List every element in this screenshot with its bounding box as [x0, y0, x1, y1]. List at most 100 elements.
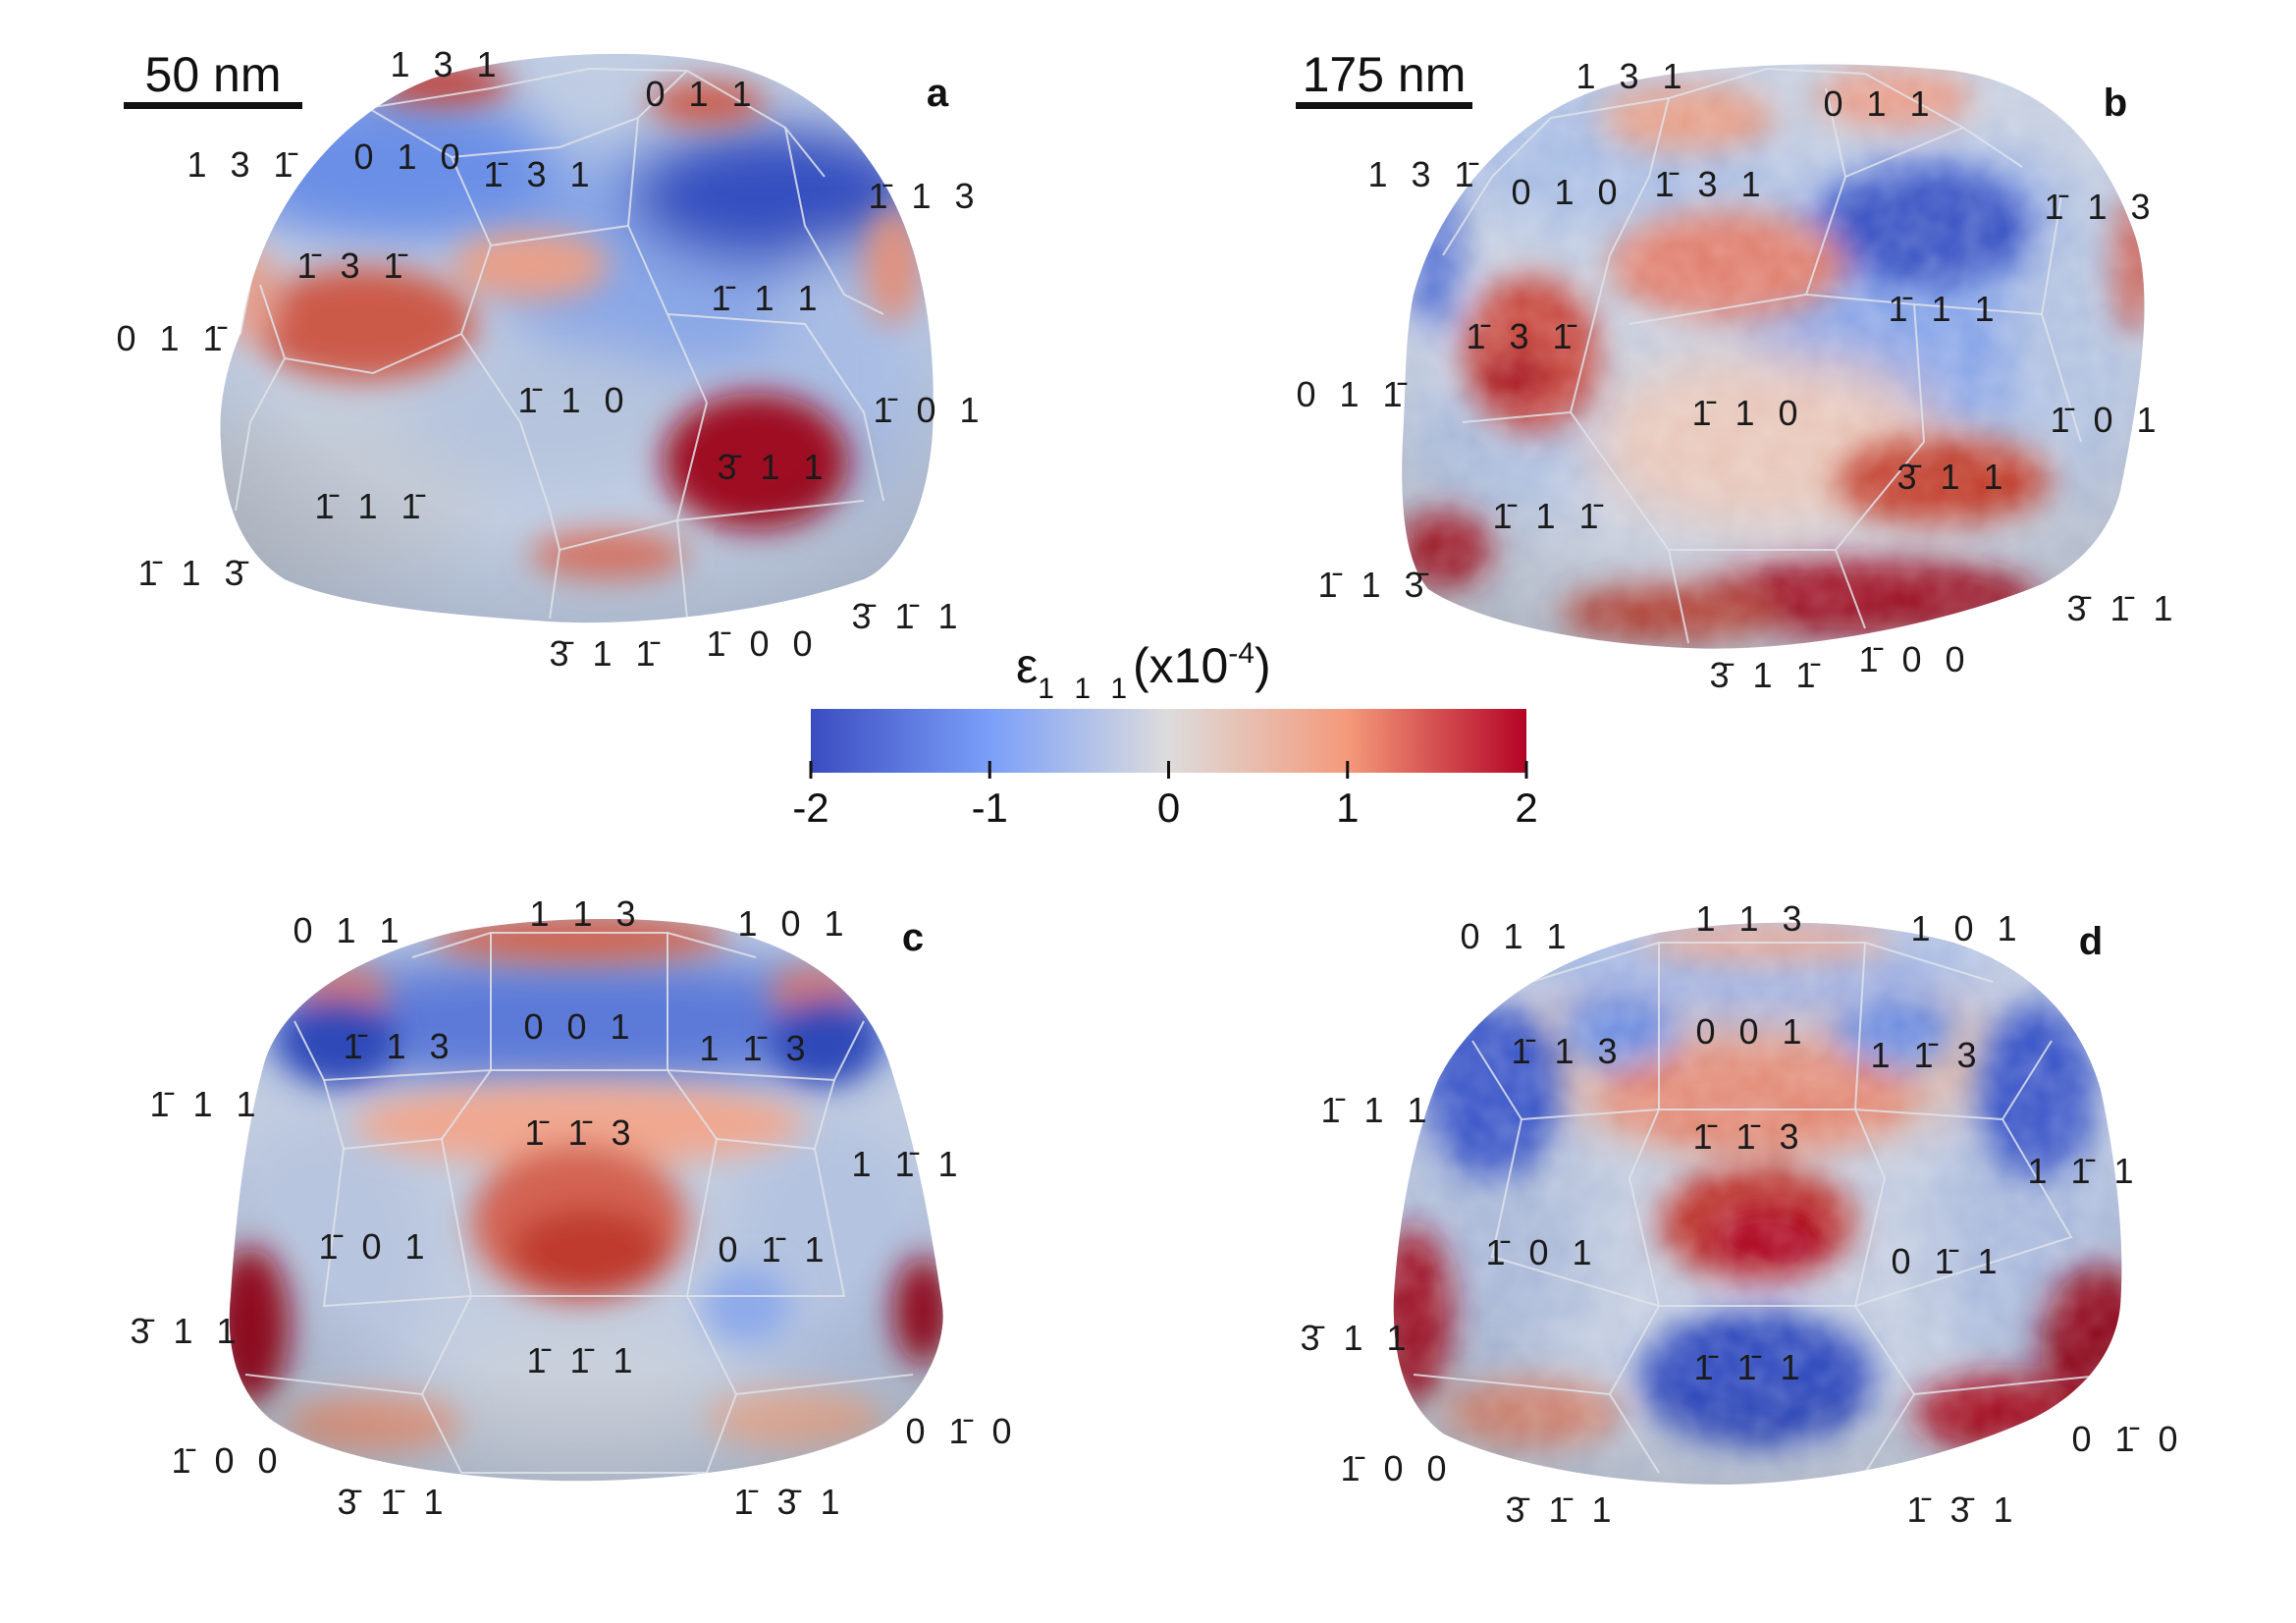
panel-d-letter: d	[2079, 920, 2103, 963]
facet-label: 1̄ 1 0	[1691, 393, 1804, 433]
facet-label: 1̄ 3 1̄	[1466, 316, 1578, 356]
facet-label: 1̄ 0 1	[873, 390, 986, 430]
facet-label: 0 0 1	[523, 1006, 636, 1047]
facet-label: 0 1 0	[1511, 172, 1624, 212]
panel-b: 175 nm b 1 3 1 0 1 1 1 3 1̄ 0 1 0 1̄ 3 1…	[1296, 47, 2179, 695]
facet-label: 1̄ 1 3	[1511, 1031, 1624, 1071]
facet-label: 3̄ 1 1	[1896, 457, 2009, 497]
facet-label: 1̄ 1 3̄	[137, 553, 250, 593]
facet-label: 3̄ 1 1	[717, 447, 829, 487]
panel-c-letter: c	[902, 916, 924, 959]
colorbar-unit-exponent: -4	[1228, 637, 1255, 670]
facet-label: 1̄ 0 0	[1858, 639, 1971, 679]
facet-label: 1̄ 0 1	[318, 1226, 431, 1267]
colorbar: ε1 1 1(x10-4) -2 -1 0 1 2	[792, 637, 1537, 831]
panel-d: d 0 1 1 1 1 3 1 0 1 1̄ 1 3 0 0 1 1 1̄ 3 …	[1300, 898, 2184, 1530]
colorbar-tick-label: 0	[1157, 784, 1180, 831]
facet-label: 1̄ 0 0	[1340, 1448, 1453, 1488]
facet-label: 3̄ 1̄ 1	[851, 596, 964, 636]
colorbar-unit-suffix: )	[1255, 638, 1271, 693]
colorbar-title: ε1 1 1(x10-4)	[1016, 637, 1271, 705]
colorbar-ticks: -2 -1 0 1 2	[792, 761, 1538, 831]
facet-label: 1̄ 0 1	[2050, 400, 2163, 440]
facet-label: 1̄ 3 1̄	[296, 245, 409, 286]
facet-label: 0 1 0	[353, 136, 466, 177]
panel-d-labels: 0 1 1 1 1 3 1 0 1 1̄ 1 3 0 0 1 1 1̄ 3 1̄…	[1300, 898, 2184, 1530]
panel-a-surface	[220, 53, 934, 623]
facet-label: 1̄ 1 3	[2044, 187, 2157, 227]
facet-label: 1̄ 1̄ 3	[524, 1112, 637, 1153]
facet-label: 0 1̄ 0	[2071, 1419, 2184, 1459]
facet-label: 0 1̄ 1	[718, 1229, 830, 1270]
facet-label: 0 1 1	[1460, 916, 1573, 956]
facet-label: 1 1̄ 3	[699, 1028, 812, 1068]
facet-label: 3̄ 1 1	[130, 1311, 242, 1351]
colorbar-symbol: ε	[1016, 638, 1038, 693]
facet-label: 1̄ 1̄ 1	[526, 1340, 639, 1380]
facet-label: 1̄ 0 0	[706, 623, 819, 664]
panel-c-facet-edges	[244, 932, 914, 1474]
panel-c: c 0 1 1 1 1 3 1 0 1 1̄ 1 3 0 0 1 1 1̄ 3 …	[130, 893, 1018, 1522]
facet-label: 3̄ 1̄ 1	[337, 1482, 450, 1522]
panel-a-scale-label: 50 nm	[145, 47, 282, 102]
colorbar-unit-prefix: (x10	[1133, 638, 1228, 693]
panel-a: 50 nm a 1 3 1 0 1 1 1 3 1̄ 0 1 0 1̄ 3 1 …	[116, 44, 986, 674]
facet-label: 1 3 1̄	[187, 144, 299, 185]
panel-a-scale-bar: 50 nm	[124, 47, 302, 109]
facet-label: 1̄ 1 1	[1888, 289, 2001, 329]
facet-label: 1̄ 1 3	[343, 1026, 455, 1066]
facet-label: 0 1 1	[645, 74, 758, 114]
facet-label: 0 1̄ 1	[1891, 1241, 2003, 1281]
facet-label: 1 1̄ 3	[1870, 1035, 1983, 1075]
colorbar-tick-label: 1	[1336, 784, 1359, 831]
panel-d-surface	[1393, 922, 2122, 1485]
facet-label: 1̄ 3 1	[483, 154, 596, 194]
panel-c-labels: 0 1 1 1 1 3 1 0 1 1̄ 1 3 0 0 1 1 1̄ 3 1̄…	[130, 893, 1018, 1522]
facet-label: 1 3 1	[390, 44, 503, 84]
colorbar-tick-label: -1	[972, 784, 1008, 831]
colorbar-tick-label: -2	[792, 784, 828, 831]
facet-label: 1̄ 3 1	[1654, 164, 1767, 204]
facet-label: 1 0 1	[1910, 908, 2023, 948]
panel-b-scale-label: 175 nm	[1303, 47, 1467, 102]
facet-label: 1̄ 1 1	[149, 1084, 262, 1124]
facet-label: 1̄ 1̄ 3	[1692, 1116, 1805, 1157]
facet-label: 1̄ 1 1̄	[314, 486, 427, 526]
facet-label: 1̄ 1 1	[1320, 1090, 1433, 1130]
facet-label: 1̄ 1 0	[517, 380, 630, 420]
facet-label: 1̄ 0 1	[1485, 1232, 1598, 1272]
facet-label: 1̄ 1 3	[868, 176, 981, 216]
colorbar-subscript: 1 1 1	[1038, 673, 1133, 705]
facet-label: 1 1̄ 1	[851, 1144, 964, 1184]
facet-label: 3̄ 1 1	[1300, 1318, 1413, 1358]
panel-a-labels: 1 3 1 0 1 1 1 3 1̄ 0 1 0 1̄ 3 1 1̄ 1 3 1…	[116, 44, 986, 674]
panel-a-letter: a	[927, 72, 949, 115]
facet-label: 3̄ 1 1̄	[549, 633, 662, 674]
facet-label: 1 0 1	[737, 903, 850, 944]
facet-label: 3̄ 1 1̄	[1709, 655, 1822, 695]
facet-label: 0 1̄ 0	[905, 1411, 1018, 1451]
colorbar-tick-label: 2	[1515, 784, 1537, 831]
panel-d-facet-edges	[1413, 942, 2111, 1474]
facet-label: 1 3 1̄	[1367, 154, 1480, 194]
facet-label: 1̄ 1 1	[711, 278, 824, 318]
facet-label: 1 1̄ 1	[2027, 1151, 2140, 1191]
facet-label: 3̄ 1̄ 1	[1505, 1489, 1618, 1530]
facet-label: 1̄ 3̄ 1	[733, 1482, 846, 1522]
panel-b-facet-edges	[1442, 67, 2082, 644]
facet-label: 1 3 1	[1575, 56, 1688, 96]
facet-label: 1̄ 1 3̄	[1317, 565, 1430, 605]
facet-label: 0 1 1	[293, 910, 405, 950]
facet-label: 0 1 1̄	[116, 318, 229, 358]
facet-label: 1̄ 0 0	[171, 1440, 284, 1481]
panel-b-scale-bar: 175 nm	[1296, 47, 1472, 109]
facet-label: 0 0 1	[1695, 1011, 1808, 1052]
facet-label: 0 1 1	[1823, 83, 1936, 124]
facet-label: 1 1 3	[529, 893, 642, 934]
facet-label: 1 1 3	[1695, 898, 1808, 939]
panel-b-surface	[1402, 64, 2145, 649]
facet-label: 3̄ 1̄ 1	[2066, 588, 2179, 628]
panel-b-letter: b	[2104, 81, 2127, 125]
facet-label: 1̄ 3̄ 1	[1906, 1489, 2019, 1530]
facet-label: 0 1 1̄	[1296, 374, 1409, 414]
